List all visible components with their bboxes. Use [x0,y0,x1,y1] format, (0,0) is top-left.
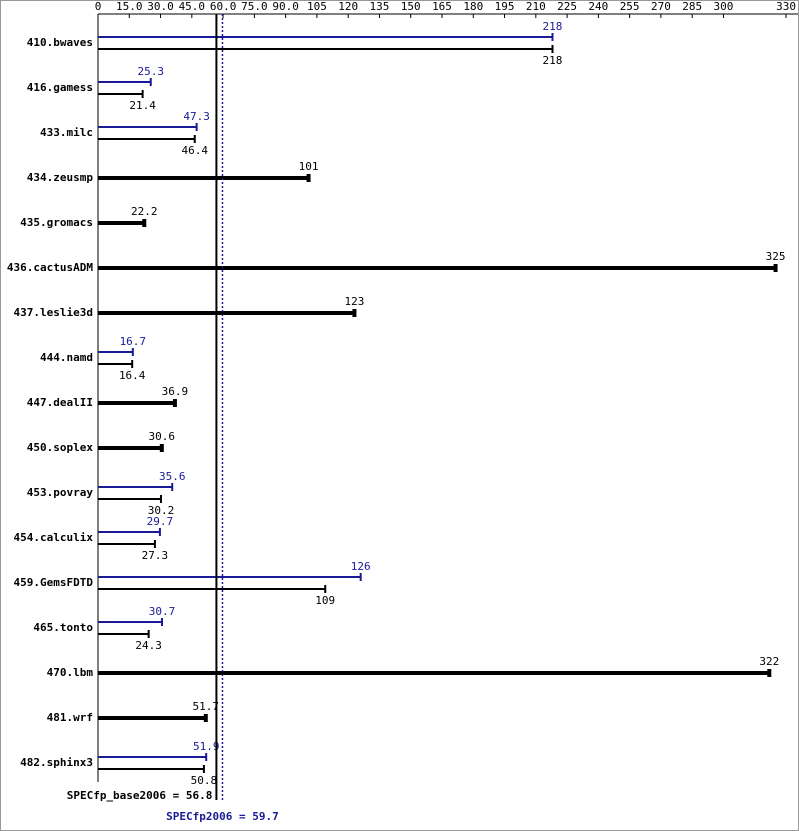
x-tick-label: 300 [714,0,734,13]
x-tick-label: 270 [651,0,671,13]
x-tick-label: 105 [307,0,327,13]
bar [98,360,134,368]
category-label: 434.zeusmp [27,171,94,184]
value-label: 16.7 [120,335,147,348]
x-tick-label: 90.0 [272,0,299,13]
x-tick-label: 75.0 [241,0,268,13]
value-label: 29.7 [147,515,174,528]
x-tick-label: 60.0 [210,0,237,13]
x-tick-label: 210 [526,0,546,13]
category-label: 416.gamess [27,81,93,94]
bar [98,753,208,761]
bar [98,135,196,143]
value-label: 35.6 [159,470,186,483]
bar [98,630,150,638]
category-label: 470.lbm [47,666,94,679]
reference-label: SPECfp2006 = 59.7 [166,810,279,823]
value-label: 27.3 [142,549,169,562]
category-label: 436.cactusADM [7,261,93,274]
category-label: 465.tonto [33,621,93,634]
value-label: 24.3 [135,639,162,652]
category-label: 433.milc [40,126,93,139]
bar [98,585,327,593]
value-label: 30.7 [149,605,176,618]
category-label: 444.namd [40,351,93,364]
bar [98,540,156,548]
bar [98,444,164,452]
category-label: 447.dealII [27,396,93,409]
category-label: 454.calculix [14,531,94,544]
x-tick-label: 45.0 [179,0,206,13]
value-label: 25.3 [137,65,164,78]
category-label: 453.povray [27,486,94,499]
value-label: 101 [299,160,319,173]
bar [98,483,174,491]
category-label: 410.bwaves [27,36,93,49]
bar [98,78,152,86]
x-tick-label: 30.0 [147,0,174,13]
x-tick-label: 285 [682,0,702,13]
bar [98,348,134,356]
value-label: 36.9 [162,385,189,398]
value-label: 50.8 [191,774,218,787]
bar [98,219,147,227]
value-label: 47.3 [183,110,210,123]
value-label: 21.4 [129,99,156,112]
bar [98,45,554,53]
value-label: 51.7 [193,700,220,713]
x-tick-label: 0 [95,0,102,13]
value-label: 22.2 [131,205,158,218]
bar [98,399,177,407]
value-label: 322 [759,655,779,668]
category-label: 435.gromacs [20,216,93,229]
bar [98,618,164,626]
category-label: 450.soplex [27,441,94,454]
value-label: 126 [351,560,371,573]
category-label: 482.sphinx3 [20,756,93,769]
x-tick-label: 330 [776,0,796,13]
bar [98,573,362,581]
bar [98,90,144,98]
bar [98,174,311,182]
x-tick-label: 240 [588,0,608,13]
value-label: 46.4 [181,144,208,157]
x-tick-label: 225 [557,0,577,13]
bar [98,669,772,677]
bar [98,765,205,773]
bar [98,495,162,503]
value-label: 325 [766,250,786,263]
value-label: 51.9 [193,740,220,753]
value-label: 123 [344,295,364,308]
x-tick-label: 120 [338,0,358,13]
bar [98,309,357,317]
category-label: 459.GemsFDTD [14,576,94,589]
x-tick-label: 255 [620,0,640,13]
value-label: 109 [315,594,335,607]
category-label: 437.leslie3d [14,306,93,319]
bar [98,33,554,41]
bar [98,528,161,536]
bar [98,123,198,131]
bar [98,714,208,722]
reference-label: SPECfp_base2006 = 56.8 [67,789,213,802]
value-label: 16.4 [119,369,146,382]
value-label: 30.6 [149,430,176,443]
category-label: 481.wrf [47,711,93,724]
value-label: 218 [543,20,563,33]
x-tick-label: 180 [463,0,483,13]
value-label: 30.2 [148,504,175,517]
value-label: 218 [543,54,563,67]
bar [98,264,778,272]
x-tick-label: 135 [370,0,390,13]
x-tick-label: 165 [432,0,452,13]
x-tick-label: 15.0 [116,0,143,13]
x-tick-label: 150 [401,0,421,13]
x-tick-label: 195 [495,0,515,13]
